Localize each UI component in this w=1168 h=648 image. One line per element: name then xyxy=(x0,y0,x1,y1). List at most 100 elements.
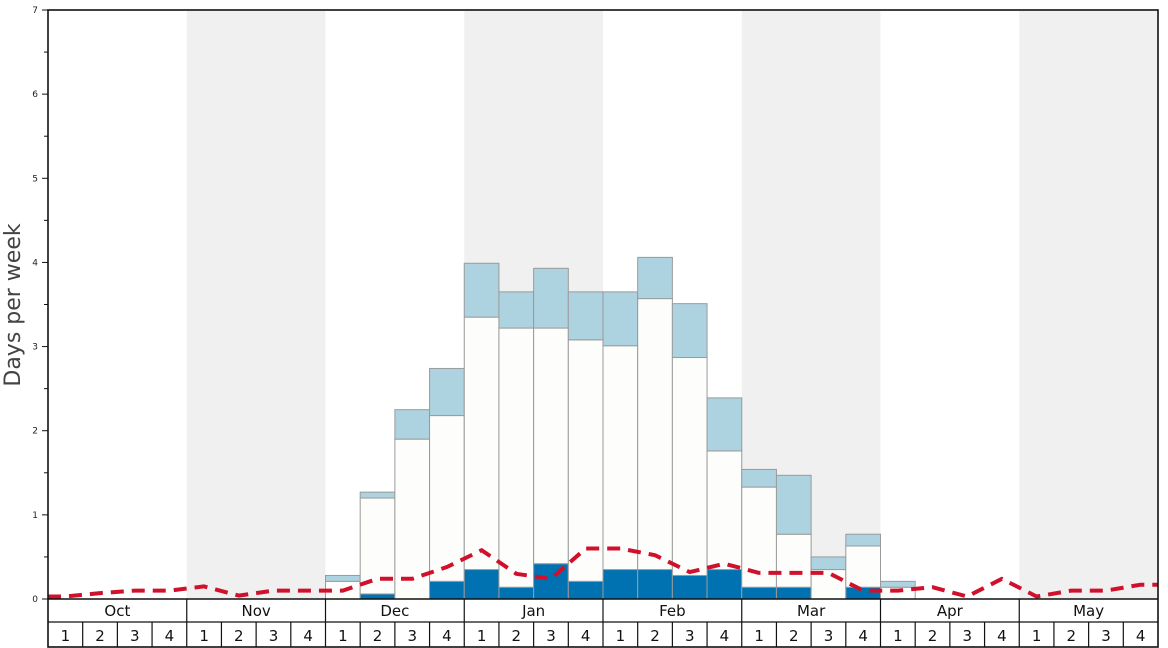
bar-segment-2 xyxy=(463,316,500,571)
bar-segment-3 xyxy=(463,262,500,318)
bar-segment-2 xyxy=(429,415,465,582)
bar-segment-3 xyxy=(741,468,777,488)
y-tick-label: 1 xyxy=(32,511,38,521)
bar-segment-1 xyxy=(429,580,465,600)
bar-segment-1 xyxy=(567,580,604,600)
week-label: 4 xyxy=(442,627,452,645)
y-axis: 0 1 2 3 4 5 6 7 xyxy=(32,6,48,605)
week-label: 2 xyxy=(928,627,938,645)
bar-segment-3 xyxy=(775,474,812,535)
week-label: 3 xyxy=(130,627,140,645)
week-label: 2 xyxy=(373,627,383,645)
bar-segment-1 xyxy=(775,586,812,600)
bars-layer xyxy=(325,256,916,600)
week-label: 1 xyxy=(893,627,903,645)
week-label: 3 xyxy=(685,627,695,645)
plot-frame xyxy=(47,9,1159,648)
month-label: Nov xyxy=(241,602,270,620)
bar-segment-2 xyxy=(394,438,431,600)
month-label: Feb xyxy=(659,602,686,620)
y-axis-label: Days per week xyxy=(1,223,26,386)
week-label: 4 xyxy=(581,627,591,645)
bar-segment-3 xyxy=(810,556,847,571)
bar-segment-1 xyxy=(671,574,708,600)
bar-segment-2 xyxy=(637,298,673,571)
month-label: Apr xyxy=(937,602,964,620)
week-label: 3 xyxy=(962,627,972,645)
x-axis: Oct 1 2 3 4 Nov 1 2 3 4 Dec 1 2 3 4 Jan 1 2 3 4 Feb 1 2 3 4 Mar 1 2… xyxy=(48,598,1158,647)
week-label: 3 xyxy=(824,627,834,645)
bar-segment-3 xyxy=(845,533,881,547)
bar-segment-2 xyxy=(671,357,708,576)
bar-segment-1 xyxy=(637,569,673,600)
bar-segment-3 xyxy=(602,291,639,347)
month-label: Jan xyxy=(521,602,545,620)
bar-segment-2 xyxy=(775,533,812,588)
month-band xyxy=(1019,10,1158,599)
month-band xyxy=(48,10,187,599)
week-label: 2 xyxy=(650,627,660,645)
month-band xyxy=(186,10,326,599)
bar-segment-1 xyxy=(498,586,535,600)
week-label: 1 xyxy=(1032,627,1042,645)
bar-segment-3 xyxy=(567,291,604,341)
week-label: 1 xyxy=(338,627,348,645)
week-label: 2 xyxy=(95,627,105,645)
bar-segment-2 xyxy=(602,345,639,571)
bar-segment-3 xyxy=(498,291,535,329)
bar-segment-3 xyxy=(359,491,396,499)
month-label: May xyxy=(1073,602,1104,620)
y-tick-label: 4 xyxy=(32,258,38,268)
month-label: Oct xyxy=(104,602,130,620)
bar-segment-3 xyxy=(671,303,708,359)
week-label: 3 xyxy=(1101,627,1111,645)
week-label: 4 xyxy=(997,627,1007,645)
bar-segment-3 xyxy=(637,256,673,300)
month-label: Mar xyxy=(797,602,826,620)
week-label: 4 xyxy=(1136,627,1146,645)
bar-segment-3 xyxy=(429,367,465,417)
week-label: 1 xyxy=(616,627,626,645)
week-label: 4 xyxy=(720,627,730,645)
week-label: 4 xyxy=(165,627,175,645)
week-label: 3 xyxy=(407,627,417,645)
week-label: 2 xyxy=(1067,627,1077,645)
week-label: 2 xyxy=(512,627,522,645)
line-layer xyxy=(48,546,1158,599)
week-label: 1 xyxy=(61,627,71,645)
bar-segment-2 xyxy=(845,545,881,588)
bar-segment-1 xyxy=(463,569,500,600)
bar-segment-3 xyxy=(533,267,569,329)
y-tick-label: 2 xyxy=(32,427,38,437)
bar-segment-1 xyxy=(741,586,777,600)
week-label: 2 xyxy=(789,627,799,645)
month-label: Dec xyxy=(380,602,409,620)
dashed-trend-line xyxy=(48,546,1158,599)
bar-segment-1 xyxy=(602,569,639,600)
week-label: 1 xyxy=(477,627,487,645)
y-tick-label: 6 xyxy=(32,90,38,100)
week-label: 3 xyxy=(546,627,556,645)
bar-segment-3 xyxy=(706,397,743,452)
week-label: 1 xyxy=(199,627,209,645)
month-band xyxy=(880,10,1020,599)
week-label: 4 xyxy=(303,627,313,645)
bar-segment-1 xyxy=(706,569,743,600)
bar-segment-3 xyxy=(325,574,361,582)
bar-segment-3 xyxy=(394,409,431,440)
bar-segment-3 xyxy=(880,580,916,588)
y-tick-label: 0 xyxy=(32,595,38,605)
bar-segment-2 xyxy=(498,327,535,588)
bar-segment-2 xyxy=(567,339,604,582)
week-label: 1 xyxy=(754,627,764,645)
bar-segment-2 xyxy=(706,450,743,571)
week-label: 4 xyxy=(858,627,868,645)
y-tick-label: 5 xyxy=(32,174,38,184)
bar-segment-2 xyxy=(533,327,569,565)
week-label: 2 xyxy=(234,627,244,645)
bar-segment-1 xyxy=(359,593,396,600)
y-tick-label: 7 xyxy=(32,6,38,16)
y-tick-label: 3 xyxy=(32,343,38,353)
week-label: 3 xyxy=(269,627,279,645)
